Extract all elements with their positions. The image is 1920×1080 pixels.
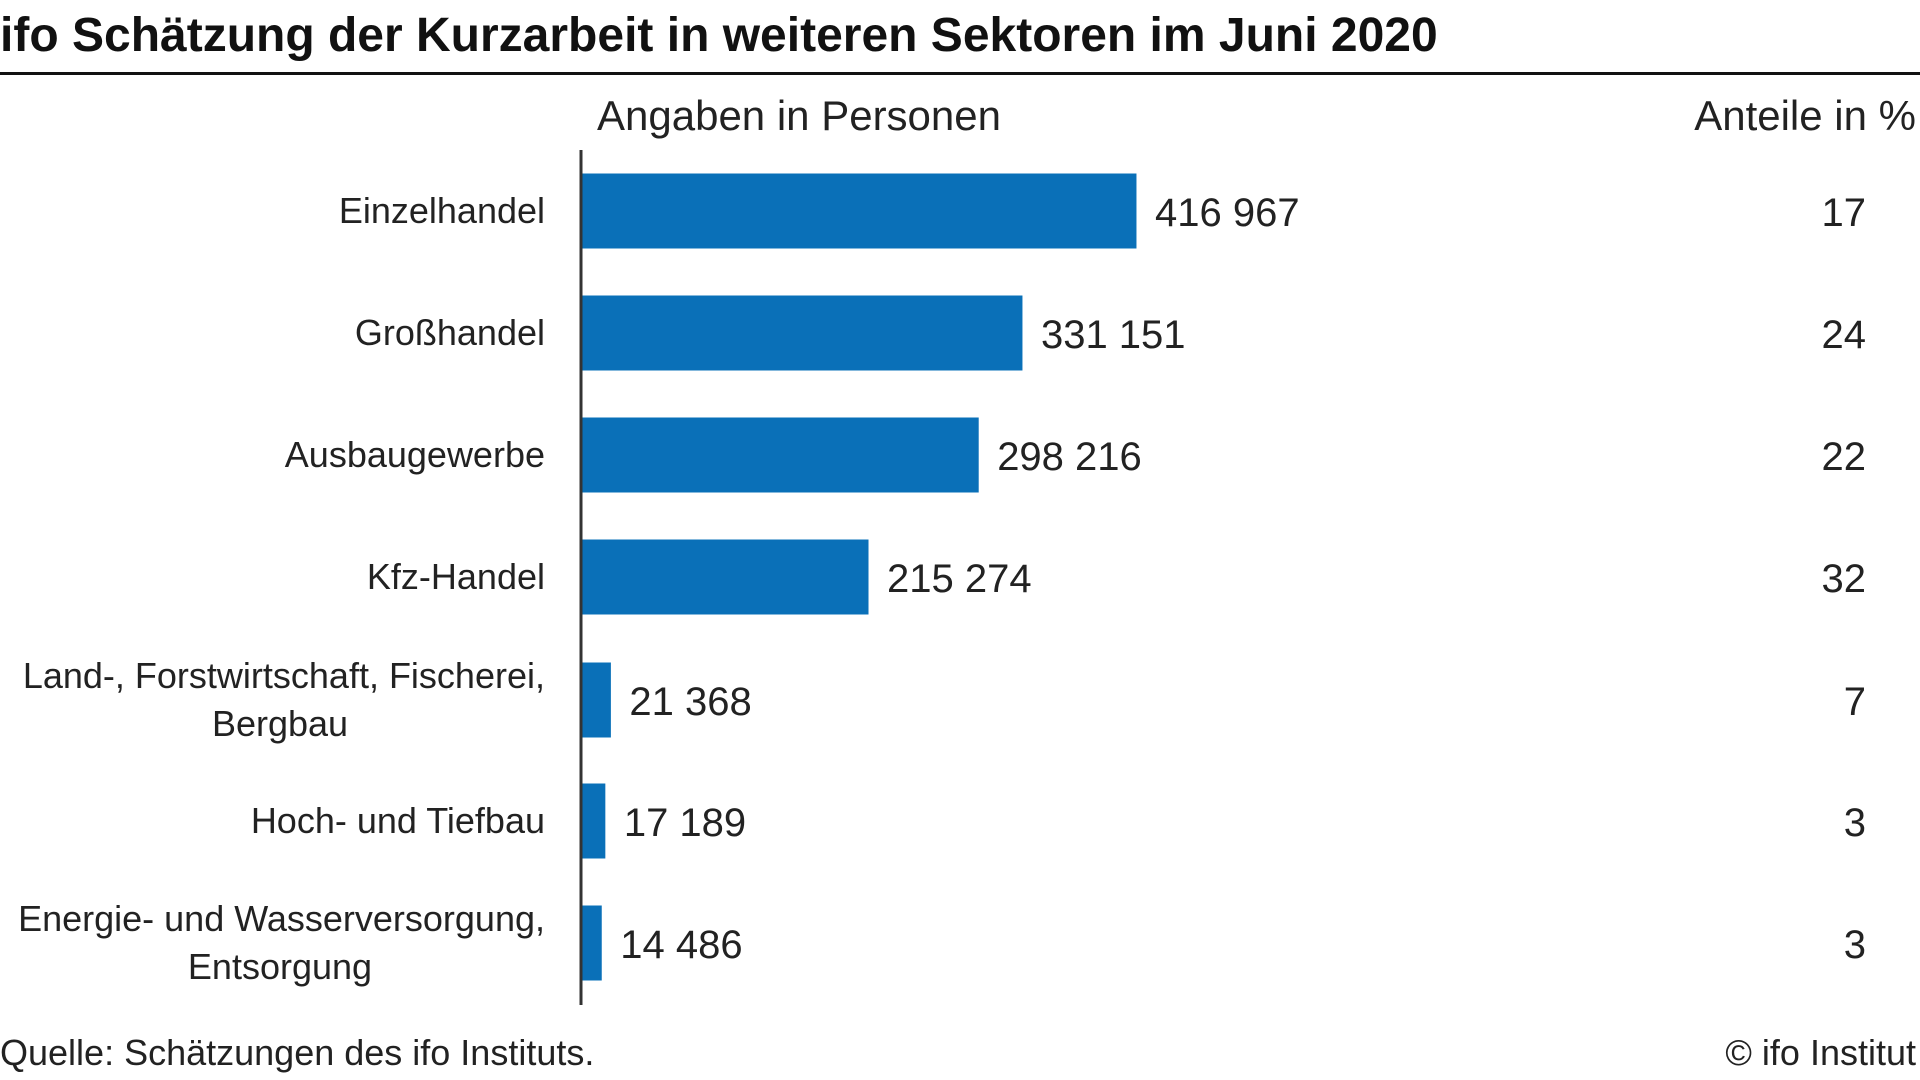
share-value-7: 3 [1844, 923, 1866, 967]
bar-6 [582, 783, 606, 859]
value-label-1: 416 967 [1155, 191, 1300, 235]
shares-column-header: Anteile in % [1694, 92, 1916, 139]
category-label-6: Hoch- und Tiefbau [251, 800, 545, 841]
copyright-note: © ifo Institut [1725, 1032, 1916, 1073]
title-rule [0, 72, 1920, 75]
values-column-header: Angaben in Personen [597, 92, 1001, 139]
category-label-5-line-2: Bergbau [212, 703, 348, 744]
bar-2 [582, 295, 1023, 371]
bar-7 [582, 905, 602, 981]
share-value-1: 17 [1822, 191, 1867, 235]
category-label-1: Einzelhandel [339, 190, 545, 231]
category-label-4: Kfz-Handel [367, 556, 545, 597]
value-label-5: 21 368 [629, 680, 751, 724]
share-value-5: 7 [1844, 680, 1866, 724]
category-label-2: Großhandel [355, 312, 545, 353]
share-value-3: 22 [1822, 435, 1867, 479]
category-label-7-line-2: Entsorgung [188, 946, 372, 987]
share-value-4: 32 [1822, 557, 1867, 601]
bar-4 [582, 539, 869, 615]
bar-1 [582, 173, 1137, 249]
value-label-4: 215 274 [887, 557, 1032, 601]
category-label-5-line-1: Land-, Forstwirtschaft, Fischerei, [23, 655, 545, 696]
share-value-2: 24 [1822, 313, 1867, 357]
category-label-3: Ausbaugewerbe [285, 434, 545, 475]
value-label-3: 298 216 [997, 435, 1142, 479]
source-note: Quelle: Schätzungen des ifo Instituts. [0, 1032, 595, 1073]
category-label-7-line-1: Energie- und Wasserversorgung, [18, 898, 545, 939]
bar-3 [582, 417, 979, 493]
bar-5 [582, 662, 611, 738]
value-label-7: 14 486 [620, 923, 742, 967]
share-value-6: 3 [1844, 801, 1866, 845]
value-label-6: 17 189 [624, 801, 746, 845]
chart-title: ifo Schätzung der Kurzarbeit in weiteren… [0, 9, 1438, 62]
value-label-2: 331 151 [1041, 313, 1186, 357]
